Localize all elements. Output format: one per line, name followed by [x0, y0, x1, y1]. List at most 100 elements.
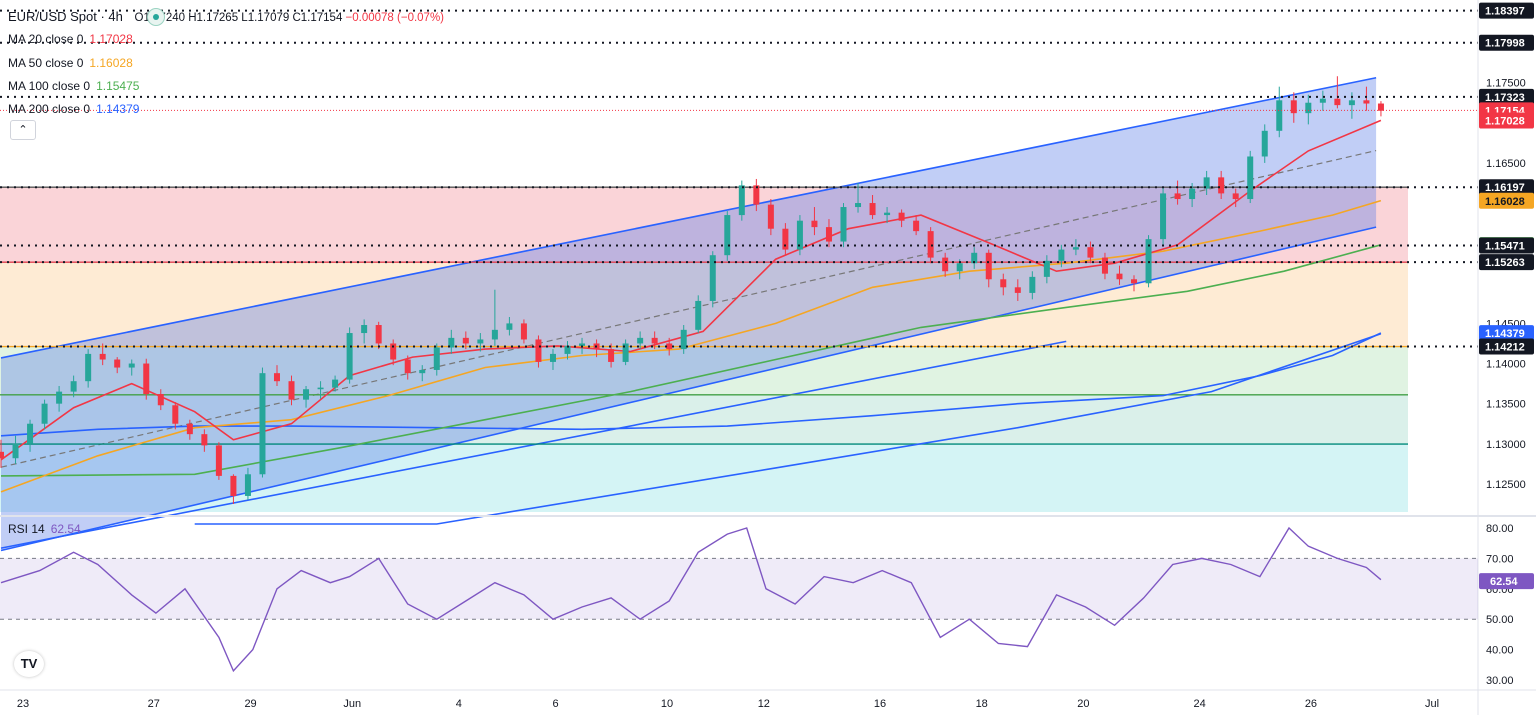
candle-83 — [1203, 170, 1210, 196]
candle-body — [796, 220, 803, 250]
legend-ma100[interactable]: MA 100 close 0 1.15475 — [8, 79, 139, 93]
time-tick-label-13: Jul — [1425, 698, 1439, 710]
candle-body — [1101, 257, 1108, 274]
candle-body — [549, 353, 556, 362]
candle-body — [666, 343, 673, 350]
candle-18 — [259, 367, 266, 478]
candle-92 — [1334, 76, 1341, 109]
candle-body — [12, 443, 19, 459]
legend-ma20[interactable]: MA 20 close 0 1.17028 — [8, 32, 133, 46]
candle-86 — [1247, 150, 1254, 204]
candle-30 — [433, 343, 440, 376]
candle-82 — [1189, 182, 1196, 208]
candle-53 — [767, 199, 774, 236]
candle-body — [288, 381, 295, 400]
candle-body — [491, 329, 498, 340]
legend-ma50[interactable]: MA 50 close 0 1.16028 — [8, 56, 133, 70]
candle-35 — [506, 316, 513, 336]
candle-body — [1058, 249, 1065, 261]
candle-body — [1174, 193, 1181, 200]
candle-body — [1348, 100, 1355, 106]
candle-body — [85, 353, 92, 382]
candle-49 — [709, 251, 716, 308]
time-tick-label-4: 4 — [456, 698, 462, 710]
candle-body — [215, 445, 222, 476]
candle-body — [244, 474, 251, 496]
candle-body — [1043, 260, 1050, 277]
visibility-eye-icon[interactable] — [147, 8, 165, 26]
candle-36 — [520, 319, 527, 344]
legend-rsi[interactable]: RSI 14 62.54 — [8, 522, 81, 536]
candle-69 — [1000, 273, 1007, 296]
price-label-2: 1.17323 — [1485, 92, 1525, 104]
price-label-9: 1.15263 — [1485, 257, 1525, 269]
price-label-box-2 — [1479, 88, 1534, 105]
candle-body — [230, 475, 237, 496]
candle-34 — [491, 289, 498, 346]
candle-19 — [273, 365, 280, 387]
tradingview-logo[interactable]: TV — [14, 651, 44, 677]
price-label-box-0 — [1479, 2, 1534, 19]
candle-body — [942, 257, 949, 272]
candle-body — [985, 252, 992, 280]
candle-body — [869, 203, 876, 216]
candle-body — [1029, 276, 1036, 293]
candle-68 — [985, 249, 992, 288]
candle-72 — [1043, 255, 1050, 284]
candle-31 — [448, 329, 455, 354]
legend-ma200-label: MA 200 close 0 — [8, 102, 91, 116]
candle-body — [1290, 100, 1297, 114]
candle-61 — [884, 207, 891, 224]
candle-body — [1087, 247, 1094, 258]
candle-body — [651, 337, 658, 344]
candle-body — [1203, 177, 1210, 189]
candle-87 — [1261, 124, 1268, 163]
candle-38 — [549, 349, 556, 370]
candle-1 — [12, 435, 19, 464]
candle-4 — [56, 386, 63, 412]
candle-body — [579, 343, 586, 346]
candle-95 — [1377, 101, 1384, 117]
candle-body — [680, 329, 687, 350]
candle-51 — [738, 180, 745, 221]
candle-body — [1014, 287, 1021, 293]
fib-zone-1 — [0, 262, 1408, 347]
candle-body — [1261, 130, 1268, 157]
collapse-legend-button[interactable]: ⌃ — [10, 120, 36, 140]
candle-body — [1276, 100, 1283, 131]
candle-body — [1072, 247, 1079, 250]
symbol-title[interactable]: EUR/USD Spot · 4h — [8, 9, 123, 24]
time-tick-label-3: Jun — [343, 698, 361, 710]
legend-ma200-value: 1.14379 — [96, 102, 140, 116]
price-label-box-4 — [1479, 112, 1534, 129]
candle-body — [840, 207, 847, 242]
candle-25 — [361, 319, 368, 344]
candle-48 — [695, 295, 702, 334]
legend-ma20-label: MA 20 close 0 — [8, 32, 84, 46]
candle-14 — [201, 429, 208, 452]
candle-body — [128, 363, 135, 368]
fib-zone-3 — [0, 394, 1408, 445]
candle-body — [1160, 193, 1167, 240]
candle-body — [1334, 98, 1341, 106]
candle-body — [695, 300, 702, 330]
candle-body — [375, 325, 382, 344]
channel-mid-line — [0, 149, 1377, 468]
candle-2 — [27, 419, 34, 452]
candle-84 — [1218, 170, 1225, 200]
price-label-1: 1.17998 — [1485, 38, 1525, 50]
time-tick-label-12: 26 — [1305, 698, 1317, 710]
candle-50 — [724, 211, 731, 261]
candle-body — [361, 325, 368, 334]
candle-body — [346, 333, 353, 380]
candle-body — [186, 423, 193, 435]
candle-67 — [971, 247, 978, 269]
candle-76 — [1101, 252, 1108, 280]
candle-body — [927, 231, 934, 258]
candle-59 — [855, 182, 862, 213]
rsi-line — [0, 526, 1382, 673]
legend-ma200[interactable]: MA 200 close 0 1.14379 — [8, 102, 139, 116]
candle-13 — [186, 419, 193, 440]
